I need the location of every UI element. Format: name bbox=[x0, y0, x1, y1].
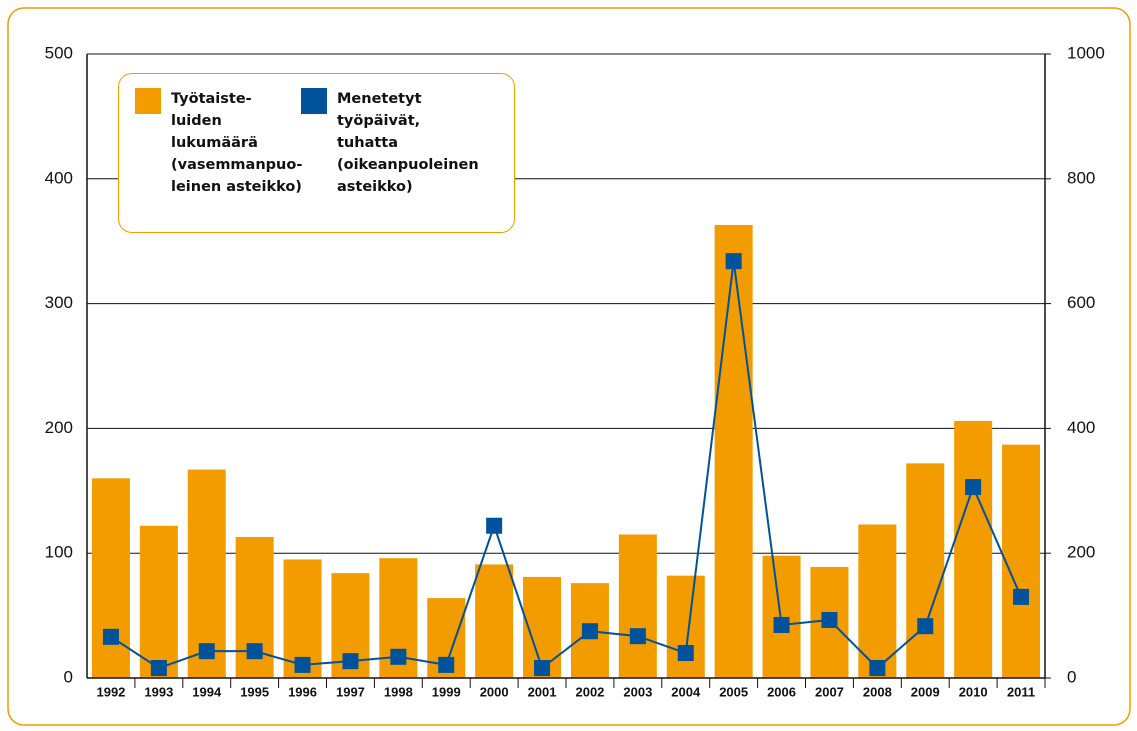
bar bbox=[714, 224, 753, 678]
legend-swatch bbox=[135, 88, 161, 114]
x-tick-label: 2001 bbox=[528, 684, 557, 699]
x-tick-label: 2007 bbox=[815, 684, 844, 699]
marker bbox=[438, 656, 455, 673]
x-tick-label: 2003 bbox=[623, 684, 652, 699]
marker bbox=[581, 623, 598, 640]
marker bbox=[486, 517, 503, 534]
marker bbox=[198, 643, 215, 660]
x-tick-label: 2011 bbox=[1007, 684, 1035, 699]
marker bbox=[917, 618, 934, 635]
x-tick-label: 2010 bbox=[959, 684, 988, 699]
marker bbox=[725, 253, 742, 270]
marker bbox=[677, 645, 694, 662]
x-tick-label: 1993 bbox=[144, 684, 173, 699]
marker bbox=[150, 660, 167, 677]
bar bbox=[1002, 444, 1041, 678]
marker bbox=[390, 648, 407, 665]
x-tick-label: 1999 bbox=[432, 684, 461, 699]
x-tick-label: 2009 bbox=[911, 684, 940, 699]
legend-entry: Työtaiste- luiden lukumäärä (vasemmanpuo… bbox=[135, 88, 302, 198]
x-tick-label: 1994 bbox=[192, 684, 222, 699]
y2-tick-label: 600 bbox=[1067, 293, 1095, 312]
marker bbox=[773, 616, 790, 633]
marker bbox=[1013, 588, 1030, 605]
legend: Työtaiste- luiden lukumäärä (vasemmanpuo… bbox=[118, 73, 515, 233]
legend-entry: Menetetyt työpäivät, tuhatta (oikeanpuol… bbox=[301, 88, 479, 198]
bar bbox=[858, 524, 897, 678]
x-tick-label: 2000 bbox=[480, 684, 509, 699]
y2-tick-label: 0 bbox=[1067, 667, 1076, 686]
bar bbox=[475, 564, 514, 678]
bar bbox=[139, 525, 178, 678]
marker bbox=[102, 628, 119, 645]
y-tick-label: 200 bbox=[45, 418, 73, 437]
marker bbox=[869, 660, 886, 677]
legend-label: Menetetyt työpäivät, tuhatta (oikeanpuol… bbox=[337, 91, 479, 195]
y-tick-label: 500 bbox=[45, 43, 73, 62]
legend-swatch bbox=[301, 88, 327, 114]
bar bbox=[91, 478, 130, 678]
bar bbox=[906, 463, 945, 678]
x-tick-label: 1992 bbox=[96, 684, 125, 699]
legend-label: Työtaiste- luiden lukumäärä (vasemmanpuo… bbox=[171, 91, 303, 195]
marker bbox=[246, 643, 263, 660]
frame bbox=[7, 7, 1131, 726]
x-tick-label: 1998 bbox=[384, 684, 413, 699]
y-tick-label: 100 bbox=[45, 543, 73, 562]
y-tick-label: 300 bbox=[45, 293, 73, 312]
bar bbox=[666, 575, 705, 678]
marker bbox=[821, 611, 838, 628]
x-tick-label: 1996 bbox=[288, 684, 317, 699]
x-tick-label: 2004 bbox=[671, 684, 701, 699]
y2-tick-label: 400 bbox=[1067, 418, 1095, 437]
x-tick-label: 1997 bbox=[336, 684, 365, 699]
bar bbox=[618, 534, 657, 678]
marker bbox=[629, 628, 646, 645]
bar bbox=[954, 420, 993, 678]
x-tick-label: 1995 bbox=[240, 684, 269, 699]
x-tick-label: 2006 bbox=[767, 684, 796, 699]
marker bbox=[965, 479, 982, 496]
y-tick-label: 400 bbox=[45, 168, 73, 187]
y2-tick-label: 800 bbox=[1067, 168, 1095, 187]
y-tick-label: 0 bbox=[64, 667, 73, 686]
x-tick-label: 2005 bbox=[719, 684, 748, 699]
x-tick-label: 2008 bbox=[863, 684, 892, 699]
marker bbox=[294, 656, 311, 673]
marker bbox=[534, 660, 551, 677]
bar bbox=[762, 555, 801, 678]
y2-tick-label: 1000 bbox=[1067, 43, 1105, 62]
marker bbox=[342, 653, 359, 670]
x-tick-label: 2002 bbox=[575, 684, 604, 699]
y2-tick-label: 200 bbox=[1067, 543, 1095, 562]
